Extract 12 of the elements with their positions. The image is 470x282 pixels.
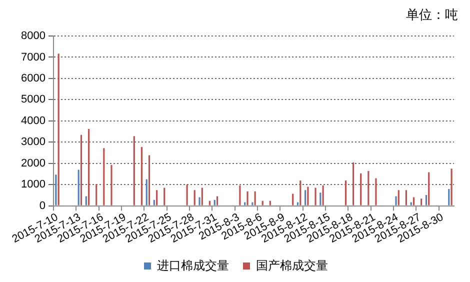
y-tick-label: 2000 xyxy=(20,157,46,170)
y-tick-label: 8000 xyxy=(20,30,46,42)
y-tick-label: 7000 xyxy=(20,51,46,64)
y-tick-label: 6000 xyxy=(20,72,46,84)
y-tick-label: 5000 xyxy=(20,94,46,106)
legend-label: 进口棉成交量 xyxy=(157,258,229,272)
y-tick-label: 4000 xyxy=(20,114,46,127)
y-tick-label: 1000 xyxy=(20,178,46,191)
y-tick-label: 3000 xyxy=(20,136,46,148)
y-tick-label: 0 xyxy=(39,200,46,212)
legend-label: 国产棉成交量 xyxy=(256,258,328,272)
text: 单位：吨 xyxy=(406,7,458,24)
